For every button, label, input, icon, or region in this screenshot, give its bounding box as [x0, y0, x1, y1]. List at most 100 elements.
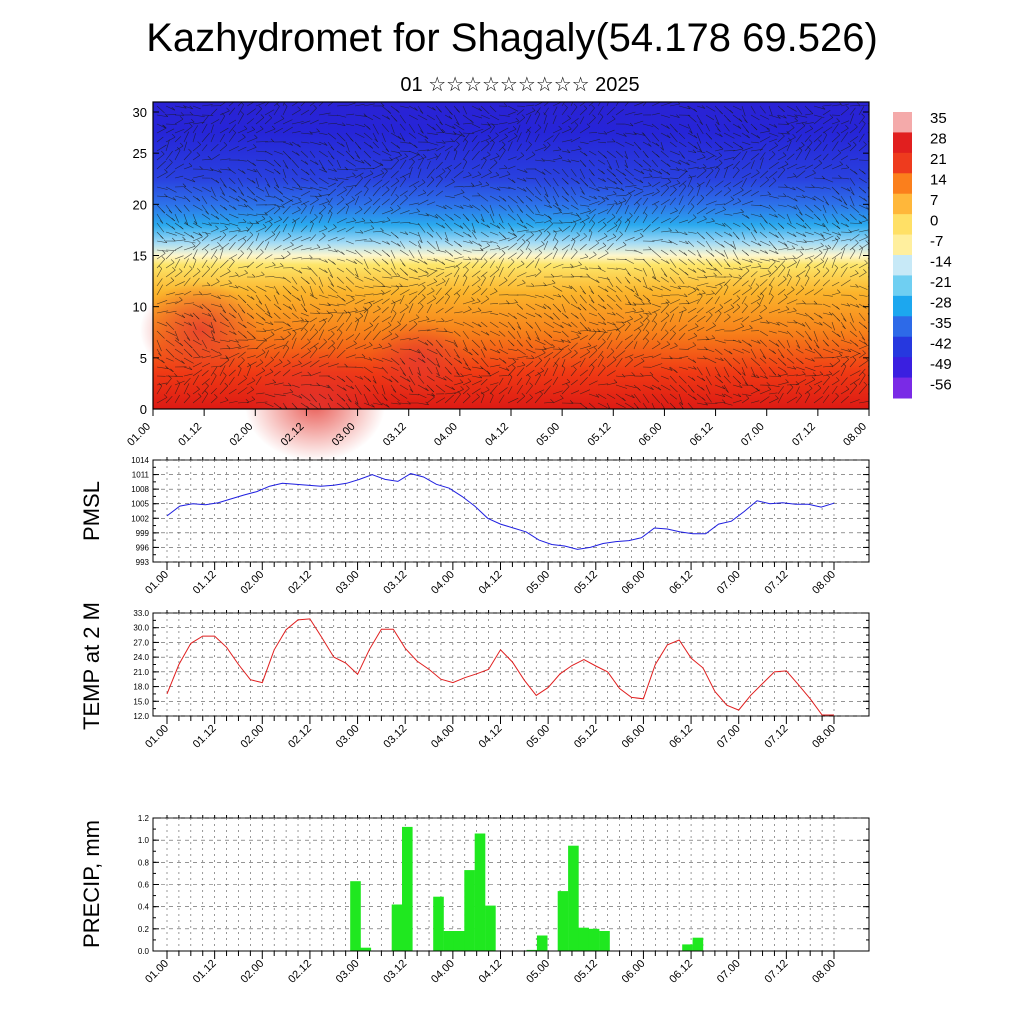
- colorbar-swatch: [893, 132, 912, 154]
- colorbar-label: -28: [930, 295, 952, 312]
- precip-bar: [485, 905, 496, 951]
- x-tick-label: 05.00: [534, 421, 562, 449]
- colorbar-label: -14: [930, 254, 952, 271]
- precip-bar: [578, 927, 589, 951]
- x-tick-label: 05.12: [572, 723, 600, 751]
- x-tick-label: 04.12: [477, 569, 505, 597]
- y-tick-label: 24.0: [133, 653, 149, 662]
- precip-panel: 0.0 0.2 0.4 0.6 0.8 1.0 1.2 01.00 01.12 02.00 02.1…: [79, 814, 870, 986]
- x-tick-label: 01.12: [191, 569, 219, 597]
- x-tick-label: 08.00: [810, 723, 838, 751]
- x-tick-label: 01.00: [143, 958, 171, 986]
- x-tick-label: 02.00: [238, 569, 266, 597]
- figure-title: Kazhydromet for Shagaly(54.178 69.526): [146, 16, 878, 60]
- colorbar-swatch: [893, 234, 912, 256]
- temp-panel: 12.0 15.0 18.0 21.0 24.0 27.0 30.0 33.0 01.00 01.…: [79, 602, 870, 751]
- colorbar-swatch: [893, 214, 912, 236]
- precip-bar: [443, 931, 455, 951]
- y-tick-label: 1.2: [138, 814, 150, 823]
- x-tick-label: 07.00: [715, 958, 743, 986]
- colorbar-label: 14: [930, 172, 947, 189]
- x-tick-label: 01.00: [125, 421, 153, 449]
- precip-bar: [453, 931, 465, 951]
- panel-frame: [152, 612, 870, 717]
- x-tick-label: 02.00: [238, 958, 266, 986]
- colorbar-label: -35: [930, 315, 952, 332]
- precip-bar: [391, 904, 403, 951]
- x-tick-label: 06.12: [688, 421, 716, 449]
- x-tick-label: 05.00: [524, 569, 552, 597]
- y-tick-label: 27.0: [133, 638, 149, 647]
- colorbar-swatch: [893, 316, 912, 338]
- y-tick-label: 0.0: [138, 947, 150, 956]
- x-tick-label: 04.00: [429, 569, 457, 597]
- y-tick-label: 20: [133, 197, 147, 212]
- x-tick-label: 02.12: [286, 569, 314, 597]
- y-tick-label: 18.0: [133, 683, 149, 692]
- precip-bar: [433, 896, 444, 951]
- precip-bar: [682, 944, 693, 952]
- colorbar-label: -56: [930, 377, 952, 394]
- x-tick-label: 04.00: [429, 723, 457, 751]
- colorbar-swatch: [893, 275, 912, 297]
- x-tick-label: 07.00: [715, 569, 743, 597]
- y-tick-label: 0.4: [138, 903, 150, 912]
- x-tick-label: 06.00: [620, 958, 648, 986]
- warm-cell: [245, 349, 385, 461]
- y-tick-label: 0.8: [138, 858, 150, 867]
- x-tick-label: 06.00: [620, 569, 648, 597]
- precip-bar: [692, 937, 704, 951]
- x-tick-label: 03.00: [334, 723, 362, 751]
- x-tick-label: 03.12: [381, 723, 409, 751]
- y-tick-label: 30: [133, 105, 147, 120]
- colorbar-swatch: [893, 377, 912, 399]
- precip-bar: [599, 931, 610, 951]
- y-tick-label: 1008: [131, 485, 149, 494]
- colorbar-swatch: [893, 193, 912, 215]
- x-tick-label: 02.12: [286, 958, 314, 986]
- y-tick-label: 1005: [131, 500, 149, 509]
- y-tick-label: 1014: [131, 456, 149, 465]
- y-tick-label: 5: [140, 351, 147, 366]
- colorbar-swatch: [893, 112, 912, 133]
- x-tick-label: 04.12: [477, 958, 505, 986]
- x-tick-label: 07.12: [763, 723, 791, 751]
- colorbar-label: -7: [930, 233, 943, 250]
- x-tick-label: 03.00: [334, 569, 362, 597]
- colorbar-label: 0: [930, 213, 938, 230]
- y-tick-label: 0: [140, 402, 147, 417]
- x-tick-label: 02.12: [286, 723, 314, 751]
- x-tick-label: 04.00: [429, 958, 457, 986]
- precip-bar: [536, 935, 548, 951]
- colorbar-swatch: [893, 152, 912, 174]
- panel-frame: [152, 459, 870, 563]
- x-tick-label: 06.12: [667, 569, 695, 597]
- x-tick-label: 03.12: [381, 958, 409, 986]
- precip-bar: [557, 891, 569, 951]
- x-tick-label: 03.00: [334, 958, 362, 986]
- precip-bar: [526, 949, 538, 951]
- pmsl-line: [166, 473, 835, 550]
- temp-line: [166, 618, 834, 716]
- y-tick-label: 15.0: [133, 697, 149, 706]
- colorbar-label: 35: [930, 110, 947, 127]
- y-tick-label: 0.2: [138, 925, 150, 934]
- precip-bar: [474, 833, 486, 951]
- x-tick-label: 05.12: [585, 421, 613, 449]
- x-tick-label: 01.12: [191, 958, 219, 986]
- x-tick-label: 04.00: [432, 421, 460, 449]
- colorbar-label: -21: [930, 274, 952, 291]
- y-tick-label: 996: [136, 543, 150, 552]
- y-axis-label: PRECIP, mm: [79, 820, 104, 948]
- colorbar-swatch: [893, 295, 912, 317]
- precip-bar: [588, 928, 600, 951]
- x-tick-label: 08.00: [810, 958, 838, 986]
- x-tick-label: 06.00: [637, 421, 665, 449]
- colorbar-label: 28: [930, 131, 947, 148]
- colorbar-swatch: [893, 357, 912, 379]
- colorbar-label: -42: [930, 336, 952, 353]
- y-tick-label: 25: [133, 146, 147, 161]
